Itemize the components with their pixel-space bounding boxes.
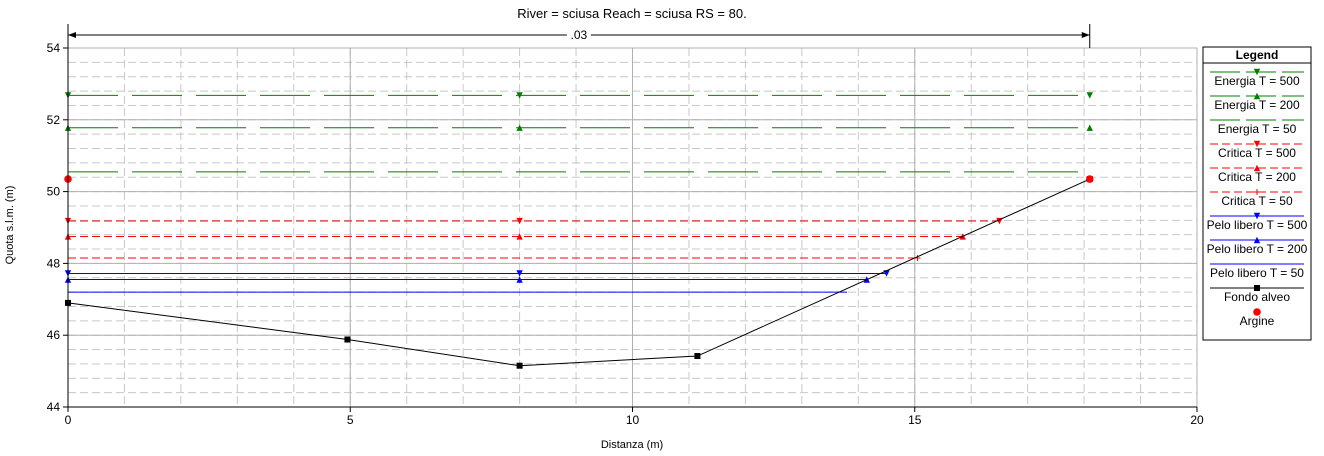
grid: [67, 47, 1198, 408]
legend-swatch-marker: [1253, 68, 1261, 76]
legend-swatch-marker: [1253, 212, 1261, 220]
y-tick-label: 46: [47, 328, 61, 342]
legend-label: Pelo libero T = 50: [1210, 266, 1304, 280]
legend-item: Pelo libero T = 500: [1207, 212, 1308, 232]
data-point: [516, 233, 523, 240]
y-tick-label: 48: [47, 256, 61, 270]
manning-label-bg: [566, 28, 591, 42]
legend-item: Fondo alveo: [1210, 285, 1304, 304]
legend-swatch-marker: [1253, 164, 1261, 172]
legend-label: Pelo libero T = 500: [1207, 218, 1308, 232]
legend-label: Energia T = 500: [1214, 74, 1300, 88]
manning-span: .03: [67, 24, 1091, 48]
data-point: [694, 353, 701, 360]
legend-label: Critica T = 500: [1218, 146, 1296, 160]
legend-item: Energia T = 200: [1210, 92, 1304, 112]
legend-item: Critica T = 500: [1210, 140, 1304, 160]
legend-item: Critica T = 200: [1210, 164, 1304, 184]
data-point: [1086, 124, 1093, 131]
y-tick-label: 50: [47, 185, 61, 199]
data-point: [516, 124, 523, 131]
chart-title: River = sciusa Reach = sciusa RS = 80.: [517, 6, 746, 21]
x-tick-label: 10: [626, 413, 640, 427]
legend-item: Pelo libero T = 200: [1207, 236, 1308, 256]
legend-swatch-marker: [1254, 189, 1260, 195]
legend-swatch-marker: [1253, 236, 1261, 244]
legend-item: Energia T = 50: [1210, 119, 1304, 136]
manning-left-arrow: [68, 32, 76, 38]
legend: Legend Energia T = 500 Energia T = 200 Ene…: [1202, 46, 1312, 341]
y-tick-label: 54: [47, 41, 61, 55]
legend-label: Pelo libero T = 200: [1207, 242, 1308, 256]
y-axis-label: Quota s.l.m. (m): [4, 186, 16, 265]
axes: 44 46 48 50 52 54 0 5 10 15 20: [47, 41, 1204, 427]
legend-swatch-marker: [1253, 140, 1261, 148]
legend-item: Pelo libero T = 50: [1210, 263, 1304, 280]
legend-swatch-marker: [1253, 308, 1261, 316]
legend-item: Critica T = 50: [1210, 189, 1304, 208]
legend-item: Argine: [1240, 308, 1275, 328]
legend-label: Fondo alveo: [1224, 290, 1290, 304]
series-layer: [64, 92, 1094, 369]
data-point: [516, 270, 523, 277]
manning-right-arrow: [1081, 32, 1090, 38]
legend-label: Energia T = 50: [1218, 122, 1297, 136]
y-tick-label: 52: [47, 113, 61, 127]
data-point: [516, 276, 523, 283]
data-point: [516, 217, 523, 225]
data-point: [1086, 92, 1093, 99]
x-tick-label: 15: [908, 413, 922, 427]
data-point: [1085, 175, 1094, 183]
legend-label: Critica T = 200: [1218, 170, 1296, 184]
x-tick-label: 0: [65, 413, 72, 427]
data-point: [344, 336, 351, 343]
data-point: [516, 92, 523, 99]
x-tick-label: 20: [1190, 413, 1204, 427]
legend-item: Energia T = 500: [1210, 68, 1304, 88]
legend-label: Critica T = 50: [1221, 194, 1293, 208]
legend-label: Energia T = 200: [1214, 98, 1300, 112]
x-tick-label: 5: [347, 413, 354, 427]
legend-label: Argine: [1240, 314, 1275, 328]
x-axis-label: Distanza (m): [601, 439, 663, 451]
data-point: [516, 362, 523, 369]
y-tick-label: 44: [47, 400, 61, 414]
legend-swatch-marker: [1253, 92, 1261, 100]
legend-title: Legend: [1236, 48, 1279, 62]
manning-n-label: .03: [571, 28, 588, 42]
legend-swatch-marker: [1254, 285, 1260, 291]
